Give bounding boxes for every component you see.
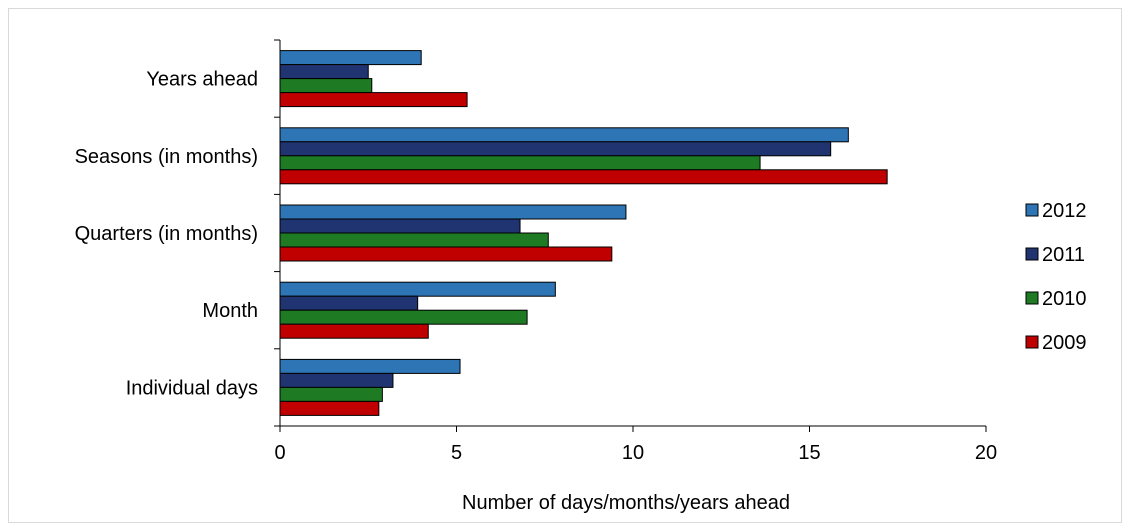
bar-2009-quarters-in-months xyxy=(279,246,613,262)
bar-2011-years-ahead xyxy=(279,64,369,80)
category-label-month: Month xyxy=(202,300,258,322)
bar-2009-individual-days xyxy=(279,400,380,416)
category-label-quarters: Quarters (in months) xyxy=(75,223,258,245)
bar-2011-seasons-in-months xyxy=(279,141,832,157)
x-tick-label-10: 10 xyxy=(622,442,644,464)
category-label-seasons: Seasons (in months) xyxy=(75,146,258,168)
bar-2012-month xyxy=(279,281,556,297)
legend-item-2009: 2009 xyxy=(1025,332,1087,354)
bar-2011-month xyxy=(279,295,419,311)
legend-label-2009: 2009 xyxy=(1042,332,1087,354)
x-ticks xyxy=(279,426,987,432)
y-ticks xyxy=(274,39,280,427)
x-tick-labels: 0 5 10 15 20 xyxy=(274,442,997,464)
legend-swatch-2009 xyxy=(1025,335,1039,349)
legend: 2012 2011 2010 2009 xyxy=(1025,200,1087,354)
x-tick-label-20: 20 xyxy=(975,442,997,464)
x-axis xyxy=(279,425,987,432)
bar-2010-quarters-in-months xyxy=(279,232,549,248)
bar-2010-years-ahead xyxy=(279,78,373,94)
bar-2010-month xyxy=(279,309,528,325)
bar-2012-seasons-in-months xyxy=(279,127,849,143)
bar-2010-seasons-in-months xyxy=(279,155,761,171)
legend-label-2012: 2012 xyxy=(1042,200,1087,222)
bars-layer xyxy=(279,50,888,416)
bar-2012-individual-days xyxy=(279,358,461,374)
bar-2012-years-ahead xyxy=(279,50,422,66)
category-label-years-ahead: Years ahead xyxy=(146,69,258,91)
bar-2010-individual-days xyxy=(279,386,383,402)
category-label-individual-days: Individual days xyxy=(126,377,258,399)
legend-item-2012: 2012 xyxy=(1025,200,1087,222)
x-tick-label-15: 15 xyxy=(798,442,820,464)
bar-2011-quarters-in-months xyxy=(279,218,521,234)
bar-2011-individual-days xyxy=(279,372,394,388)
legend-swatch-2012 xyxy=(1025,203,1039,217)
legend-label-2010: 2010 xyxy=(1042,288,1087,310)
bar-2012-quarters-in-months xyxy=(279,204,627,220)
x-axis-title: Number of days/months/years ahead xyxy=(462,492,790,514)
legend-item-2011: 2011 xyxy=(1025,244,1085,266)
bar-2009-years-ahead xyxy=(279,92,468,108)
x-tick-label-5: 5 xyxy=(451,442,462,464)
legend-label-2011: 2011 xyxy=(1042,244,1085,266)
category-labels: Years ahead Seasons (in months) Quarters… xyxy=(75,69,258,400)
legend-swatch-2010 xyxy=(1025,291,1039,305)
x-tick-label-0: 0 xyxy=(274,442,285,464)
bar-2009-month xyxy=(279,323,429,339)
y-axis xyxy=(274,39,281,427)
chart-frame xyxy=(8,8,1122,523)
bar-2009-seasons-in-months xyxy=(279,169,888,185)
legend-item-2010: 2010 xyxy=(1025,288,1087,310)
legend-swatch-2011 xyxy=(1025,247,1039,261)
